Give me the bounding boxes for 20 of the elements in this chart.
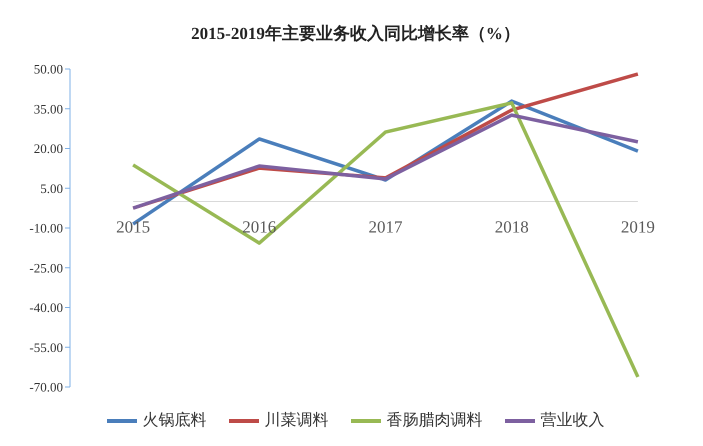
y-tick-label: -25.00 <box>29 260 63 276</box>
legend-label: 香肠腊肉调料 <box>386 410 482 431</box>
y-tick-label: 5.00 <box>40 180 63 196</box>
y-tick-label: 50.00 <box>34 62 63 77</box>
y-tick-label: -40.00 <box>29 300 63 316</box>
y-tick-label: 20.00 <box>34 141 63 156</box>
y-tick-label: -55.00 <box>29 340 63 355</box>
y-tick-label: -70.00 <box>29 380 63 395</box>
y-tick-label: -10.00 <box>29 220 63 236</box>
chart-title: 2015-2019年主要业务收入同比增长率（%） <box>190 23 521 45</box>
x-tick-label: 2018 <box>494 218 529 236</box>
legend-label: 火锅底料 <box>142 410 206 431</box>
x-tick-label: 2019 <box>620 218 655 236</box>
line-series <box>131 113 640 210</box>
legend-label: 营业收入 <box>540 410 604 431</box>
x-tick-label: 2017 <box>368 218 403 236</box>
x-tick-label: 2015 <box>116 218 150 236</box>
y-tick-label: 35.00 <box>34 101 63 116</box>
x-tick-label: 2016 <box>242 218 276 236</box>
legend-label: 川菜调料 <box>264 410 328 431</box>
